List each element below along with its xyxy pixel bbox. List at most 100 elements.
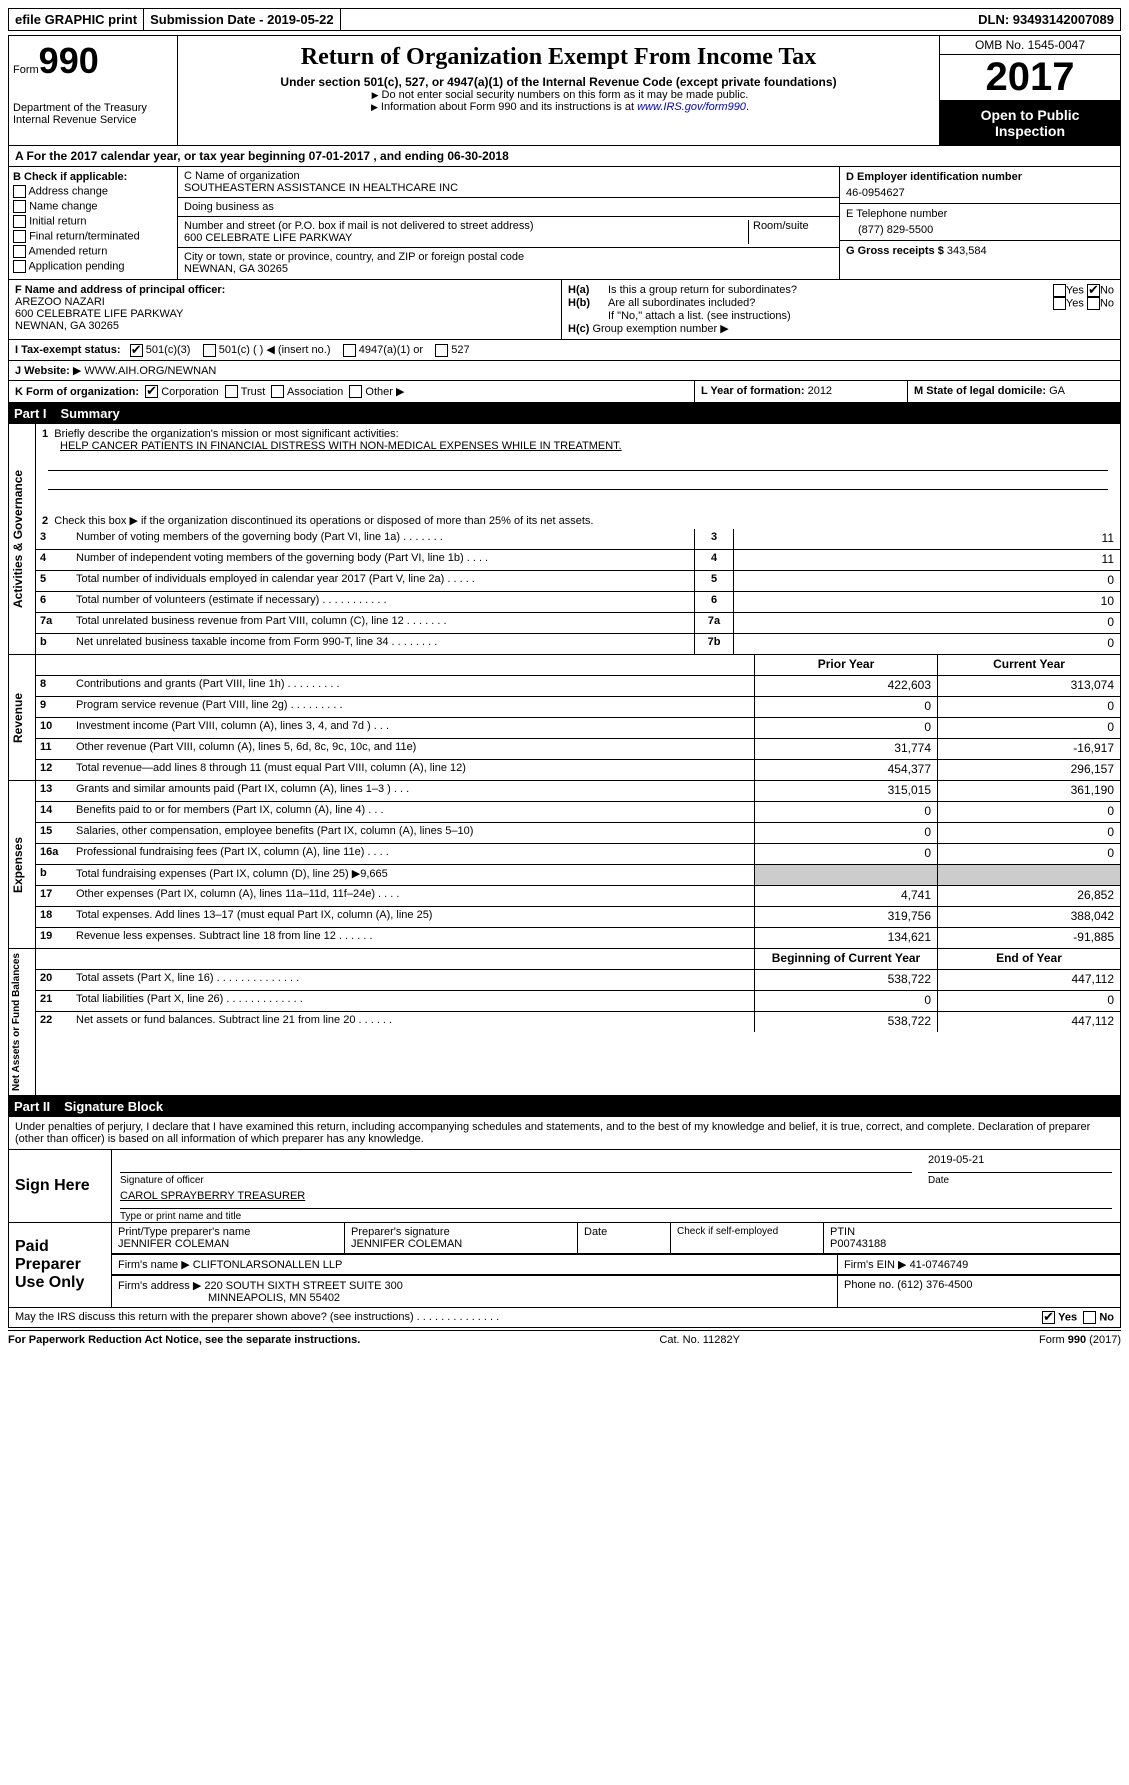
irs-link[interactable]: www.IRS.gov/form990 [637,101,746,113]
table-row: bTotal fundraising expenses (Part IX, co… [36,865,1120,886]
q1-value: HELP CANCER PATIENTS IN FINANCIAL DISTRE… [60,440,622,452]
ha-yes[interactable]: Yes [1053,284,1084,297]
cb-application-pending[interactable]: Application pending [13,260,173,273]
discuss-text: May the IRS discuss this return with the… [15,1311,1042,1324]
sig-date-value: 2019-05-21 [928,1152,1112,1173]
row-klm: K Form of organization: Corporation Trus… [8,381,1121,404]
officer-label: F Name and address of principal officer: [15,284,555,296]
cb-trust[interactable]: Trust [225,386,266,398]
cb-amended-return[interactable]: Amended return [13,245,173,258]
header-right: OMB No. 1545-0047 2017 Open to PublicIns… [940,36,1120,145]
table-row: 17Other expenses (Part IX, column (A), l… [36,886,1120,907]
tax-year: 2017 [940,55,1120,101]
footer-mid: Cat. No. 11282Y [659,1334,740,1346]
table-row: 13Grants and similar amounts paid (Part … [36,781,1120,802]
firm-ein: 41-0746749 [910,1259,969,1271]
box-f: F Name and address of principal officer:… [9,280,562,339]
part-ii-label: Part II [14,1099,58,1114]
q2-block: 2 Check this box ▶ if the organization d… [36,512,1120,529]
vtab-governance: Activities & Governance [9,424,36,654]
prep-sig: JENNIFER COLEMAN [351,1238,571,1250]
table-row: 8Contributions and grants (Part VIII, li… [36,676,1120,697]
firm-ein-label: Firm's EIN ▶ [844,1259,907,1271]
m-label: M State of legal domicile: [914,385,1046,397]
officer-signature-line[interactable] [120,1152,912,1173]
website-value: WWW.AIH.ORG/NEWNAN [84,365,216,377]
firm-name: CLIFTONLARSONALLEN LLP [193,1259,343,1271]
firm-phone: (612) 376-4500 [897,1279,972,1291]
ein-label: D Employer identification number [846,171,1114,183]
table-row: 14Benefits paid to or for members (Part … [36,802,1120,823]
org-name: SOUTHEASTERN ASSISTANCE IN HEALTHCARE IN… [184,182,833,194]
page-footer: For Paperwork Reduction Act Notice, see … [8,1330,1121,1346]
paid-preparer-label: Paid Preparer Use Only [9,1223,112,1307]
dept-treasury: Department of the Treasury [13,102,173,114]
l-value: 2012 [808,385,832,397]
dln: DLN: 93493142007089 [972,9,1120,30]
row-i: I Tax-exempt status: 501(c)(3) 501(c) ( … [8,340,1121,361]
form-title: Return of Organization Exempt From Incom… [182,44,935,71]
ptin-value: P00743188 [830,1238,1114,1250]
table-row: 7aTotal unrelated business revenue from … [36,613,1120,634]
street-value: 600 CELEBRATE LIFE PARKWAY [184,232,744,244]
table-row: 19Revenue less expenses. Subtract line 1… [36,928,1120,948]
col-current-year: Current Year [937,655,1120,675]
sig-date-caption: Date [920,1175,1120,1186]
box-h: H(a) Is this a group return for subordin… [562,280,1120,339]
part-i-header: Part I Summary [8,403,1121,424]
box-l: L Year of formation: 2012 [695,381,908,403]
table-row: 10Investment income (Part VIII, column (… [36,718,1120,739]
cb-other[interactable]: Other ▶ [349,386,404,398]
cb-name-change[interactable]: Name change [13,200,173,213]
table-row: 3Number of voting members of the governi… [36,529,1120,550]
hb-yes[interactable]: Yes [1053,297,1084,310]
netassets-section: Net Assets or Fund Balances Beginning of… [8,949,1121,1096]
revenue-section: Revenue Prior Year Current Year 8Contrib… [8,655,1121,781]
table-row: 21Total liabilities (Part X, line 26) . … [36,991,1120,1012]
table-row: 6Total number of volunteers (estimate if… [36,592,1120,613]
street-label: Number and street (or P.O. box if mail i… [184,220,744,232]
row-fh: F Name and address of principal officer:… [8,280,1121,340]
box-m: M State of legal domicile: GA [908,381,1120,403]
cb-501c3[interactable]: 501(c)(3) [130,344,191,356]
officer-addr2: NEWNAN, GA 30265 [15,320,555,332]
cb-final-return[interactable]: Final return/terminated [13,230,173,243]
cb-initial-return[interactable]: Initial return [13,215,173,228]
cb-address-change[interactable]: Address change [13,185,173,198]
revenue-header-row: Prior Year Current Year [36,655,1120,676]
ha-no[interactable]: No [1087,284,1114,297]
open-to-public: Open to PublicInspection [940,101,1120,145]
h-note: If "No," attach a list. (see instruction… [568,310,1114,322]
cb-corporation[interactable]: Corporation [145,386,219,398]
table-row: 9Program service revenue (Part VIII, lin… [36,697,1120,718]
cb-527[interactable]: 527 [435,344,469,356]
efile-label: efile GRAPHIC print [9,9,144,30]
hc-label: H(c) [568,323,589,335]
officer-addr1: 600 CELEBRATE LIFE PARKWAY [15,308,555,320]
cb-501c[interactable]: 501(c) ( ) [203,344,264,356]
j-label: J Website: [15,365,70,377]
self-employed-check[interactable]: Check if self-employed [671,1223,824,1254]
header-left: Form990 Department of the Treasury Inter… [9,36,178,145]
cb-association[interactable]: Association [271,386,343,398]
note-ssn: Do not enter social security numbers on … [382,89,749,101]
i-label: I Tax-exempt status: [15,344,121,356]
hb-label: H(b) [568,297,608,310]
cb-4947[interactable]: 4947(a)(1) or [343,344,423,356]
form-subtitle: Under section 501(c), 527, or 4947(a)(1)… [182,75,935,89]
q1-label: Briefly describe the organization's miss… [54,428,398,440]
k-label: K Form of organization: [15,386,139,398]
hb-no[interactable]: No [1087,297,1114,310]
ha-text: Is this a group return for subordinates? [608,284,1053,297]
table-row: 4Number of independent voting members of… [36,550,1120,571]
section-bcdeg: B Check if applicable: Address change Na… [8,167,1121,280]
prep-name-label: Print/Type preparer's name [118,1226,338,1238]
discuss-yes[interactable]: Yes [1042,1311,1077,1324]
m-value: GA [1049,385,1065,397]
box-b-title: B Check if applicable: [13,171,173,183]
box-c: C Name of organization SOUTHEASTERN ASSI… [178,167,840,279]
firm-phone-label: Phone no. [844,1279,894,1291]
part-i-label: Part I [14,406,55,421]
discuss-no[interactable]: No [1083,1311,1114,1324]
hc-text: Group exemption number [592,323,717,335]
